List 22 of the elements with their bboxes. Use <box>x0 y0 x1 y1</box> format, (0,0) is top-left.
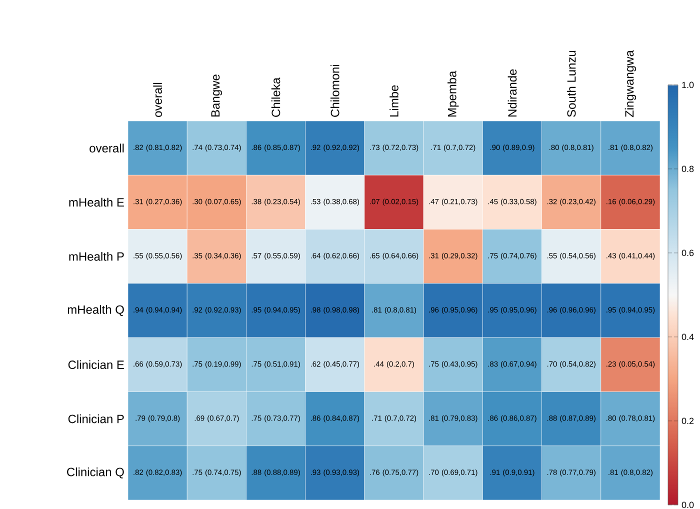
x-tick-label: Chilomoni <box>330 64 340 117</box>
x-tick-label: Ndirande <box>508 69 517 116</box>
x-tick-label: Bangwe <box>211 74 222 116</box>
y-tick-label: Clinician P <box>68 414 124 424</box>
color-bar-label: 1.0 <box>682 82 694 88</box>
x-tick-label: South Lunzu <box>566 50 576 117</box>
x-tick-label: overall <box>153 82 162 117</box>
color-bar-label: 0.8 <box>682 166 694 172</box>
color-bar-label: 0.0 <box>682 502 694 508</box>
y-tick-label: Clinician E <box>68 360 124 370</box>
y-tick-label: mHealth Q <box>68 305 124 316</box>
y-tick-label: overall <box>90 144 124 152</box>
x-tick-label: Chileka <box>271 77 280 117</box>
y-tick-label: Clinician Q <box>67 467 124 478</box>
y-tick-label: mHealth P <box>69 252 124 261</box>
x-tick-label: Zingwangwa <box>624 50 636 118</box>
x-tick-label: Limbe <box>390 85 398 116</box>
x-tick-label: Mpemba <box>448 70 459 116</box>
color-bar-label: 0.2 <box>682 418 694 424</box>
y-tick-label: mHealth E <box>69 198 124 207</box>
color-bar-label: 0.4 <box>682 334 694 340</box>
color-bar-label: 0.6 <box>682 250 694 256</box>
